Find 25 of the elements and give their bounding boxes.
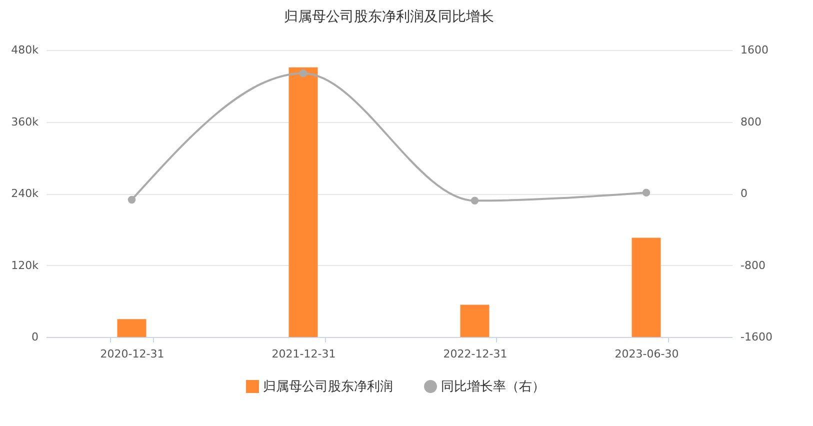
chart-title: 归属母公司股东净利润及同比增长 <box>284 9 494 25</box>
y2-tick-label: -800 <box>740 258 766 272</box>
y-tick-label: 240k <box>11 187 40 200</box>
y-tick-label: 360k <box>11 115 40 128</box>
bar <box>288 67 318 337</box>
point <box>299 69 308 78</box>
legend-label: 同比增长率（右） <box>441 378 545 395</box>
y2-tick-label: -1600 <box>740 330 772 344</box>
x-tick-label: 2021-12-31 <box>272 348 336 360</box>
point <box>470 196 479 205</box>
x-tick-label: 2020-12-31 <box>100 348 164 360</box>
x-tick-label: 2022-12-31 <box>443 348 508 360</box>
bar <box>632 238 661 337</box>
y-tick-label: 0 <box>32 330 38 344</box>
y-tick-label: 120k <box>11 258 40 272</box>
y2-tick-label: 1600 <box>740 44 768 56</box>
bar <box>117 319 146 337</box>
legend-label: 归属母公司股东净利润 <box>263 380 393 395</box>
y2-tick-label: 0 <box>740 187 748 200</box>
x-tick-label: 2023-06-30 <box>614 348 679 360</box>
y-tick-label: 480k <box>11 44 40 56</box>
bar <box>460 304 490 337</box>
point <box>642 188 650 196</box>
y2-tick-label: 800 <box>740 115 762 128</box>
point <box>128 196 136 204</box>
